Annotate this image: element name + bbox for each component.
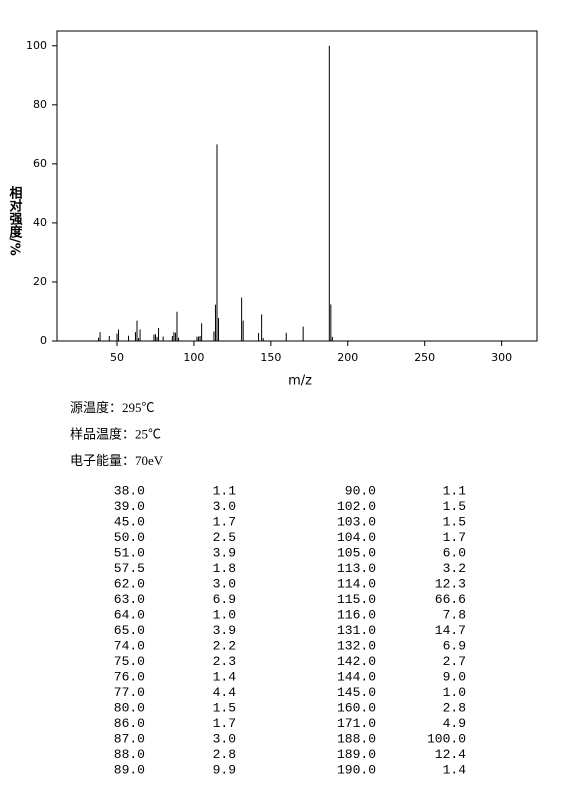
table-mz: 104.0: [337, 530, 376, 545]
table-intensity: 66.6: [435, 592, 466, 607]
table-mz: 62.0: [114, 576, 145, 591]
table-mz: 160.0: [337, 700, 376, 715]
table-intensity: 2.7: [443, 654, 466, 669]
table-intensity: 2.8: [213, 747, 236, 762]
x-tick-label: 300: [491, 351, 512, 364]
table-intensity: 1.7: [443, 530, 466, 545]
table-intensity: 1.5: [213, 700, 236, 715]
table-intensity: 4.4: [213, 685, 237, 700]
table-mz: 88.0: [114, 747, 145, 762]
table-intensity: 14.7: [435, 623, 466, 638]
table-mz: 90.0: [345, 483, 376, 498]
table-intensity: 2.8: [443, 700, 466, 715]
table-intensity: 3.0: [213, 499, 236, 514]
table-mz: 113.0: [337, 561, 376, 576]
table-intensity: 1.5: [443, 514, 466, 529]
table-intensity: 6.9: [443, 638, 466, 653]
plot-frame: [56, 30, 538, 342]
table-intensity: 3.0: [213, 576, 236, 591]
table-mz: 77.0: [114, 685, 145, 700]
table-mz: 145.0: [337, 685, 376, 700]
table-mz: 171.0: [337, 716, 376, 731]
table-intensity: 2.3: [213, 654, 236, 669]
table-intensity: 9.0: [443, 669, 466, 684]
x-tick-label: 250: [414, 351, 435, 364]
x-tick-label: 150: [260, 351, 281, 364]
table-intensity: 1.7: [213, 716, 236, 731]
table-intensity: 6.0: [443, 545, 466, 560]
y-tick-label: 0: [40, 334, 47, 347]
table-mz: 74.0: [114, 638, 145, 653]
table-mz: 76.0: [114, 669, 145, 684]
table-mz: 188.0: [337, 731, 376, 746]
table-mz: 116.0: [337, 607, 376, 622]
table-intensity: 3.9: [213, 623, 236, 638]
table-mz: 86.0: [114, 716, 145, 731]
table-intensity: 100.0: [427, 731, 466, 746]
table-intensity: 1.4: [443, 762, 467, 777]
table-intensity: 1.0: [443, 685, 466, 700]
table-mz: 75.0: [114, 654, 145, 669]
table-mz: 114.0: [337, 576, 376, 591]
table-mz: 65.0: [114, 623, 145, 638]
table-intensity: 1.4: [213, 669, 237, 684]
table-mz: 45.0: [114, 514, 145, 529]
table-intensity: 1.7: [213, 514, 236, 529]
table-mz: 144.0: [337, 669, 376, 684]
table-mz: 64.0: [114, 607, 145, 622]
y-tick-label: 80: [33, 98, 47, 111]
table-intensity: 12.4: [435, 747, 466, 762]
info-line: 源温度：295℃: [70, 400, 155, 415]
table-intensity: 2.2: [213, 638, 236, 653]
y-tick-label: 40: [33, 216, 47, 229]
table-mz: 102.0: [337, 499, 376, 514]
table-intensity: 1.0: [213, 607, 236, 622]
table-mz: 131.0: [337, 623, 376, 638]
x-tick-label: 50: [110, 351, 124, 364]
table-intensity: 3.9: [213, 545, 236, 560]
table-mz: 63.0: [114, 592, 145, 607]
table-intensity: 1.1: [443, 483, 467, 498]
info-line: 电子能量：70eV: [70, 453, 164, 468]
table-mz: 103.0: [337, 514, 376, 529]
y-tick-label: 60: [33, 157, 47, 170]
x-tick-label: 200: [337, 351, 358, 364]
table-intensity: 12.3: [435, 576, 466, 591]
table-intensity: 3.0: [213, 731, 236, 746]
table-mz: 142.0: [337, 654, 376, 669]
table-mz: 132.0: [337, 638, 376, 653]
table-mz: 190.0: [337, 762, 376, 777]
info-line: 样品温度：25℃: [70, 426, 161, 441]
y-tick-label: 100: [26, 39, 47, 52]
y-axis-label: 相对强度/%: [7, 185, 23, 255]
table-mz: 105.0: [337, 545, 376, 560]
table-mz: 80.0: [114, 700, 145, 715]
table-mz: 87.0: [114, 731, 145, 746]
y-tick-label: 20: [33, 275, 47, 288]
table-mz: 50.0: [114, 530, 145, 545]
table-intensity: 1.1: [213, 483, 237, 498]
table-mz: 51.0: [114, 545, 145, 560]
table-mz: 89.0: [114, 762, 145, 777]
table-mz: 57.5: [114, 561, 145, 576]
table-mz: 39.0: [114, 499, 145, 514]
table-intensity: 1.8: [213, 561, 236, 576]
table-intensity: 9.9: [213, 762, 236, 777]
table-intensity: 3.2: [443, 561, 466, 576]
table-mz: 115.0: [337, 592, 376, 607]
table-intensity: 1.5: [443, 499, 466, 514]
table-intensity: 6.9: [213, 592, 236, 607]
table-intensity: 2.5: [213, 530, 236, 545]
x-axis-label: m/z: [288, 374, 312, 389]
table-mz: 189.0: [337, 747, 376, 762]
table-intensity: 7.8: [443, 607, 466, 622]
table-intensity: 4.9: [443, 716, 466, 731]
table-mz: 38.0: [114, 483, 145, 498]
x-tick-label: 100: [183, 351, 204, 364]
